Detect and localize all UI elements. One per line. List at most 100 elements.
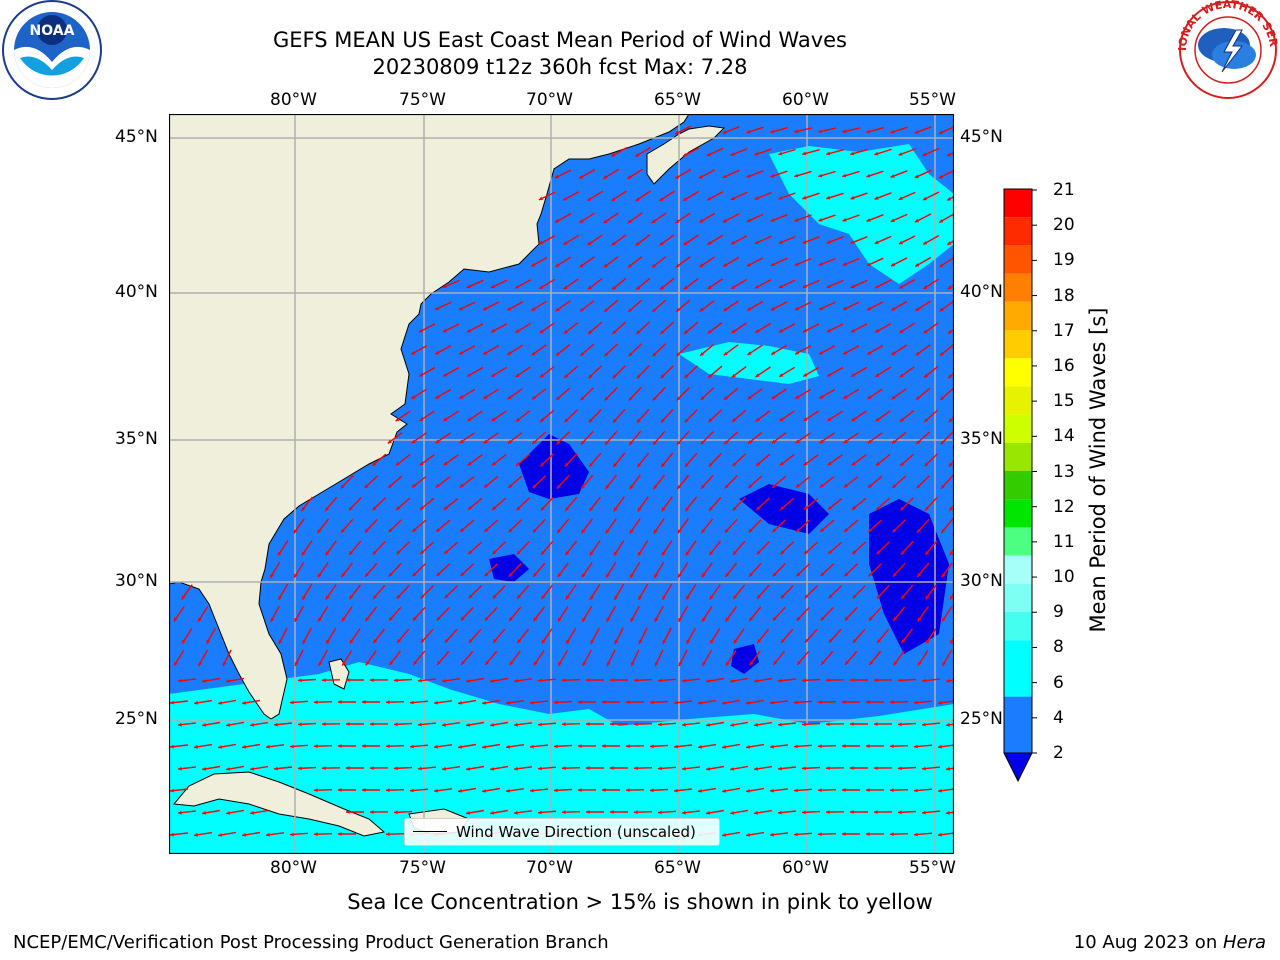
wave-direction-arrowhead [563,285,568,290]
wave-direction-arrowhead [893,661,898,666]
wave-direction-arrowhead [579,219,584,223]
wave-direction-arrowhead [442,766,446,771]
wave-direction-arrowhead [678,573,682,578]
wave-direction-arrowhead [757,639,762,644]
wave-direction-arrowhead [650,700,654,705]
wave-direction-arrowhead [698,701,702,705]
wave-direction-arrowhead [724,440,729,445]
wave-direction-arrowhead [628,308,633,312]
wave-direction-arrowhead [507,395,512,400]
wave-direction-arrowhead [748,528,753,533]
wave-direction-arrowhead [394,722,398,727]
wave-direction-arrowhead [722,833,726,837]
wave-direction-arrowhead [326,639,330,644]
lat-label-right: 40°N [960,282,1003,302]
wave-direction-arrowhead [198,661,202,666]
wave-direction-arrowhead [493,638,497,643]
wave-direction-arrowhead [650,744,654,749]
wave-direction-arrowhead [707,241,712,245]
wave-direction-arrowhead [396,594,401,599]
colorbar-bin [1004,471,1032,500]
wave-direction-arrowhead [325,507,329,511]
wave-direction-arrowhead [630,617,635,622]
wave-direction-arrowhead [459,439,464,444]
wave-direction-arrowhead [699,174,703,179]
wave-direction-arrowhead [770,788,774,793]
wave-direction-arrowhead [370,810,374,814]
wave-direction-arrowhead [866,700,870,704]
wave-direction-arrowhead [874,678,878,682]
wave-direction-arrowhead [702,661,706,666]
wave-direction-arrowhead [661,463,665,467]
map-legend: Wind Wave Direction (unscaled) [404,818,720,846]
wave-direction-arrowhead [925,551,929,555]
wave-direction-arrowhead [660,330,665,334]
wave-direction-arrowhead [613,418,617,423]
wave-direction-arrowhead [579,263,584,268]
wave-direction-arrowhead [541,595,546,600]
wave-direction-arrowhead [914,130,919,134]
wave-direction-arrowhead [557,573,562,578]
wave-direction-arrowhead [747,262,751,267]
wave-direction-arrowhead [325,595,330,600]
wave-direction-arrowhead [611,153,616,157]
wave-direction-arrowhead [386,832,390,837]
wave-direction-arrowhead [302,639,306,644]
wave-direction-arrowhead [508,528,513,533]
wave-direction-arrowhead [924,462,929,467]
lat-label-left: 25°N [115,709,158,729]
wave-direction-arrowhead [538,766,542,771]
wave-direction-arrowhead [460,616,465,621]
wave-direction-arrowhead [634,722,638,727]
wave-direction-arrowhead [675,219,680,223]
wave-direction-arrowhead [890,129,895,134]
wave-direction-arrowhead [779,417,784,422]
wave-direction-arrowhead [270,617,275,622]
wave-direction-arrowhead [173,617,178,622]
wave-direction-arrowhead [818,262,823,266]
wave-direction-arrowhead [290,744,294,749]
wave-direction-arrowhead [869,616,873,621]
wave-direction-arrowhead [634,766,638,771]
wave-direction-arrowhead [531,307,536,311]
wave-direction-arrowhead [294,662,299,666]
wave-direction-arrowhead [683,285,688,290]
wave-direction-arrowhead [614,551,618,556]
wave-direction-arrowhead [515,284,520,289]
wave-direction-arrowhead [218,745,222,749]
wave-direction-arrowhead [794,700,798,705]
wave-direction-arrowhead [290,700,294,705]
wave-direction-arrowhead [819,350,823,355]
wave-direction-arrowhead [947,152,951,157]
lat-label-left: 40°N [115,282,158,302]
wave-direction-arrowhead [490,723,494,727]
wave-direction-arrowhead [898,678,902,683]
wave-direction-arrowhead [826,810,830,814]
wave-direction-arrowhead [266,744,270,749]
wave-direction-arrowhead [444,550,449,554]
wave-direction-arrowhead [538,722,542,727]
wave-direction-arrowhead [747,395,752,400]
wave-direction-arrowhead [517,594,521,599]
wave-direction-arrowhead [603,263,608,268]
wave-direction-arrowhead [322,678,326,682]
wave-direction-arrowhead [699,263,704,267]
wave-direction-arrowhead [420,506,424,510]
wave-direction-arrowhead [866,218,871,222]
wave-direction-arrowhead [588,418,593,423]
wave-direction-arrowhead [778,151,783,156]
wave-direction-arrowhead [506,744,510,749]
wave-direction-arrowhead [875,417,880,422]
wave-direction-arrowhead [582,617,586,622]
wave-direction-arrowhead [554,174,559,179]
wave-direction-arrowhead [436,528,440,532]
wave-direction-arrowhead [820,528,824,532]
wave-direction-arrowhead [412,572,417,577]
wave-direction-arrowhead [918,661,922,666]
wave-direction-arrowhead [242,701,246,705]
wave-direction-arrowhead [578,788,582,792]
wave-direction-arrowhead [460,572,465,577]
wave-direction-arrowhead [700,352,704,356]
wave-direction-arrowhead [468,550,473,554]
wave-direction-arrowhead [866,832,870,836]
